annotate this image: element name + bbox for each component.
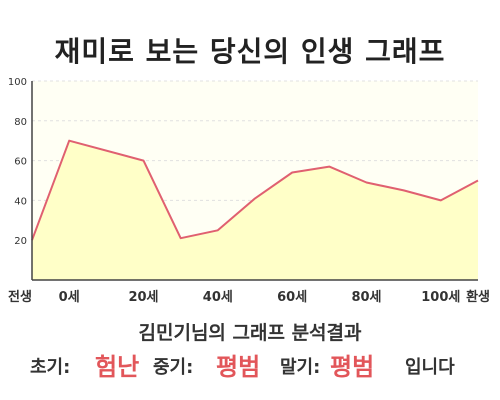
- middle-value: 평범: [216, 353, 261, 381]
- y-tick-label: 60: [14, 157, 27, 168]
- y-tick-label: 40: [14, 196, 27, 207]
- chart-title: 재미로 보는 당신의 인생 그래프: [54, 35, 446, 68]
- early-label: 초기:: [30, 357, 71, 378]
- x-tick-label: 100세: [421, 290, 460, 305]
- late-value: 평범: [330, 353, 375, 381]
- x-tick-label: 60세: [277, 290, 307, 305]
- life-line: [31, 139, 479, 241]
- result-heading: 김민기님의 그래프 분석결과: [138, 322, 362, 344]
- y-tick-label: 20: [14, 236, 27, 247]
- result-summary: 초기: 험난 중기: 평범 말기: 평범 입니다: [0, 345, 500, 381]
- y-tick-labels: 20 40 60 80 100: [8, 77, 27, 247]
- y-tick-label: 80: [14, 117, 27, 128]
- y-tick-label: 100: [8, 77, 27, 88]
- result-suffix: 입니다: [405, 357, 455, 378]
- x-tick-labels: 전생 0세 20세 40세 60세 80세 100세 환생: [8, 289, 490, 305]
- life-area-fill: [32, 140, 478, 280]
- x-tick-label: 0세: [59, 290, 80, 305]
- x-tick-label: 40세: [203, 290, 233, 305]
- x-tick-label: 80세: [351, 290, 381, 305]
- late-label: 말기:: [280, 357, 321, 378]
- x-tick-label: 20세: [128, 290, 158, 305]
- early-value: 험난: [95, 353, 140, 381]
- x-tick-label: 전생: [8, 289, 32, 305]
- middle-label: 중기:: [153, 357, 194, 378]
- x-tick-label: 환생: [466, 289, 490, 305]
